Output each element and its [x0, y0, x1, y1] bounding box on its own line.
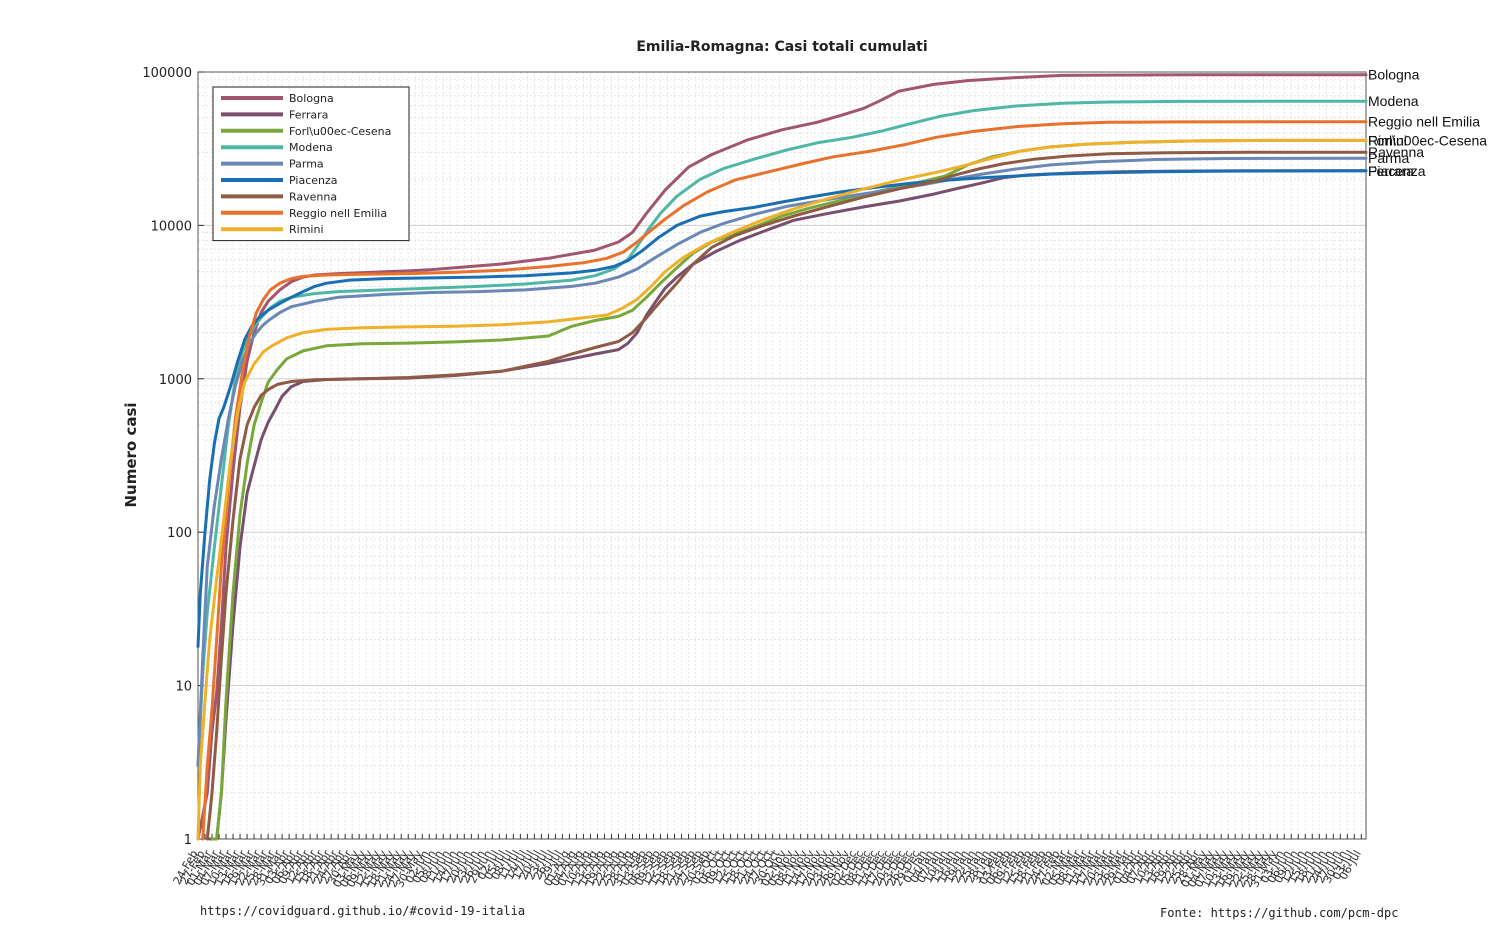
- series-line-rimini: [196, 138, 1368, 841]
- series-end-label: Reggio nell Emilia: [1368, 114, 1480, 130]
- y-tick-label: 1000: [159, 373, 192, 388]
- footer-source: Fonte: https://github.com/pcm-dpc: [1160, 906, 1399, 920]
- series-line-modena: [196, 99, 1368, 768]
- series-end-label: Parma: [1368, 150, 1409, 166]
- series-end-label: Modena: [1368, 93, 1419, 109]
- legend-label: Parma: [289, 158, 324, 171]
- grid: [197, 71, 1366, 840]
- legend-label: Piacenza: [289, 174, 338, 187]
- series-line-reggio-nell-emilia: [201, 120, 1368, 841]
- legend-label: Forl\u00ec-Cesena: [289, 125, 391, 138]
- y-tick-label: 1: [184, 833, 192, 848]
- chart-title: Emilia-Romagna: Casi totali cumulati: [636, 39, 927, 55]
- y-tick-label: 100: [167, 526, 192, 541]
- legend-label: Reggio nell Emilia: [289, 207, 387, 220]
- series-line-ferrara: [208, 169, 1368, 841]
- y-axis-label: Numero casi: [122, 402, 140, 507]
- series-end-label: Piacenza: [1368, 163, 1426, 179]
- legend-label: Modena: [289, 141, 333, 154]
- series-end-label: Bologna: [1368, 67, 1420, 83]
- end-labels: Bologna Ferrara Forl\u00ec-Cesena Modena Par…: [1368, 67, 1487, 179]
- legend-label: Rimini: [289, 223, 324, 236]
- y-ticks: 1 10 100 1000 10000 100000: [142, 66, 204, 848]
- x-ticks: 24-Feb27-Feb01-Mar04-Mar07-Mar10-Mar13-M…: [171, 834, 1364, 890]
- series-end-label: Rimini: [1368, 132, 1407, 148]
- y-tick-label: 10: [175, 680, 192, 695]
- legend-label: Bologna: [289, 92, 334, 105]
- series-line-ravenna: [205, 150, 1368, 841]
- y-tick-label: 10000: [151, 219, 192, 234]
- legend: Bologna Ferrara Forl\u00ec-Cesena Modena Par…: [212, 86, 410, 242]
- y-tick-label: 100000: [142, 66, 192, 81]
- series-end-label: Ravenna: [1368, 144, 1424, 160]
- legend-label: Ferrara: [289, 108, 328, 121]
- plot-frame: [197, 71, 1367, 840]
- series-end-label: Forl\u00ec-Cesena: [1368, 132, 1487, 148]
- series-group: [196, 73, 1368, 841]
- series-end-label: Ferrara: [1368, 163, 1414, 179]
- footer-url: https://covidguard.github.io/#covid-19-i…: [200, 904, 526, 918]
- legend-label: Ravenna: [289, 190, 337, 203]
- axes: [197, 71, 1367, 840]
